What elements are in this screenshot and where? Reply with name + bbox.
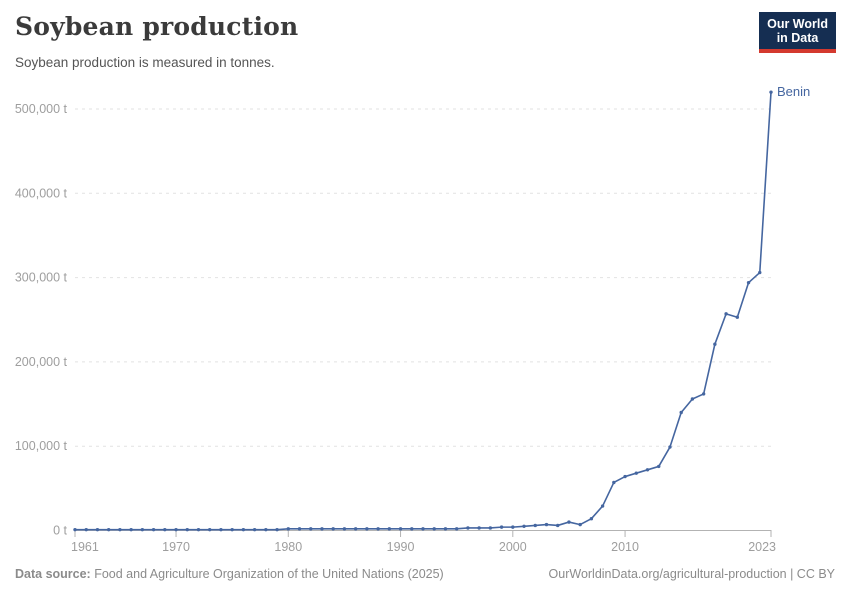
data-point: [208, 527, 212, 532]
data-point: [645, 468, 650, 472]
data-point: [342, 527, 347, 531]
data-point: [735, 315, 740, 319]
x-tick-label: 1980: [274, 540, 302, 554]
data-point: [320, 527, 324, 531]
data-point: [511, 525, 515, 529]
data-point: [421, 527, 425, 531]
data-source-note: Data source: Food and Agriculture Organi…: [15, 567, 444, 581]
data-point: [84, 527, 88, 532]
data-point: [488, 526, 493, 530]
data-point: [758, 270, 762, 275]
data-point: [106, 527, 111, 532]
series-line-benin: [75, 92, 772, 531]
data-point: [275, 527, 279, 532]
y-tick-label: 300,000 t: [15, 271, 68, 285]
data-point: [454, 527, 459, 531]
owid-url-license: OurWorldinData.org/agricultural-producti…: [548, 567, 835, 581]
data-point: [544, 522, 549, 527]
data-point: [286, 527, 290, 531]
data-point: [466, 526, 470, 530]
data-point: [219, 527, 223, 532]
data-point: [623, 474, 627, 479]
data-point: [309, 527, 313, 531]
data-point: [679, 410, 683, 415]
data-point: [634, 471, 638, 475]
data-point: [713, 342, 717, 346]
data-point: [376, 527, 380, 531]
y-tick-label: 0 t: [53, 524, 67, 538]
data-point: [690, 397, 695, 401]
data-source-text: Food and Agriculture Organization of the…: [90, 567, 444, 581]
data-point: [477, 526, 481, 530]
chart-subtitle: Soybean production is measured in tonnes…: [15, 55, 275, 70]
x-tick-label: 2000: [499, 540, 527, 554]
data-point: [589, 516, 594, 521]
x-tick-label: 1970: [162, 540, 190, 554]
y-tick-label: 400,000 t: [15, 186, 68, 200]
data-point: [129, 527, 133, 532]
data-point: [241, 527, 246, 532]
data-point: [252, 527, 257, 532]
data-point: [196, 527, 201, 532]
data-point: [724, 312, 728, 316]
data-point: [769, 90, 773, 94]
series-end-label: Benin: [777, 84, 810, 99]
data-point: [353, 527, 358, 531]
data-point: [522, 524, 526, 528]
data-point: [578, 522, 582, 527]
data-point: [230, 527, 234, 532]
data-point: [151, 527, 156, 532]
data-point: [668, 445, 672, 449]
data-point: [746, 280, 751, 285]
data-point: [174, 527, 178, 532]
data-point: [163, 527, 167, 532]
data-point: [398, 527, 403, 531]
owid-logo-line2: in Data: [776, 31, 819, 45]
owid-logo-line1: Our World: [767, 17, 828, 31]
data-point: [365, 527, 369, 531]
page-title: Soybean production: [15, 12, 299, 41]
y-tick-label: 500,000 t: [15, 102, 68, 116]
data-point: [443, 527, 448, 531]
data-point: [567, 520, 571, 524]
data-point: [387, 527, 392, 531]
data-point: [556, 523, 560, 528]
data-point: [264, 527, 268, 532]
data-point: [95, 527, 100, 532]
data-point: [297, 527, 302, 531]
data-point: [331, 527, 335, 531]
data-point: [600, 504, 605, 508]
data-point: [612, 480, 616, 485]
x-tick-label: 1961: [71, 540, 99, 554]
owid-logo[interactable]: Our World in Data: [759, 12, 836, 53]
data-point: [657, 464, 661, 469]
x-tick-label: 2010: [611, 540, 639, 554]
x-tick-label: 1990: [387, 540, 415, 554]
data-point: [140, 527, 145, 532]
data-point: [73, 527, 77, 532]
data-point: [185, 527, 189, 532]
data-point: [701, 392, 706, 396]
chart-footer: Data source: Food and Agriculture Organi…: [15, 567, 835, 581]
data-point: [410, 527, 414, 531]
data-point: [118, 527, 122, 532]
data-source-label: Data source:: [15, 567, 91, 581]
y-tick-label: 100,000 t: [15, 439, 68, 453]
x-tick-label: 2023: [748, 540, 776, 554]
y-tick-label: 200,000 t: [15, 355, 68, 369]
data-point: [533, 523, 537, 528]
data-point: [499, 525, 504, 529]
data-point: [432, 527, 436, 531]
